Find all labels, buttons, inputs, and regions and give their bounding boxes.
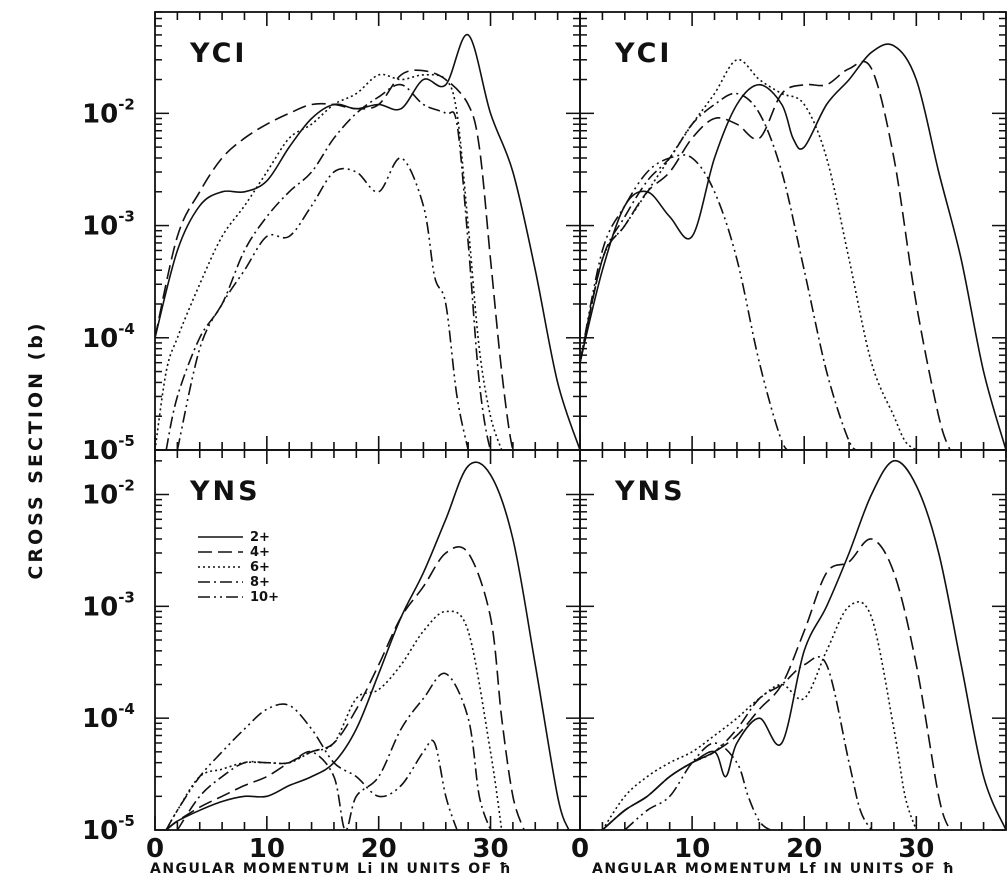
y-tick-label: 10-3: [82, 588, 135, 622]
series-line-4plus: [165, 546, 525, 830]
y-tick-label: 10-2: [82, 477, 135, 511]
series-line-4plus: [601, 538, 951, 830]
series-line-4plus: [155, 69, 514, 450]
y-tick-label: 10-4: [82, 700, 135, 734]
x-axis-title-left: ANGULAR MOMENTUM Li IN UNITS OF ħ: [150, 861, 512, 877]
panel-frame: [154, 449, 581, 831]
panel-3: YNS: [154, 449, 581, 831]
series-line-10plus: [624, 742, 793, 830]
series-line-2plus: [580, 43, 1006, 450]
y-tick-label: 10-2: [82, 95, 135, 129]
series-line-10plus: [580, 154, 794, 450]
series-line-6plus: [155, 73, 503, 450]
series-line-2plus: [155, 34, 580, 450]
panel-2: YCI: [579, 11, 1007, 451]
series-line-8plus: [580, 92, 861, 450]
panel-4: YNS: [579, 449, 1007, 831]
y-tick-label: 10-5: [82, 812, 135, 846]
legend-label: 8+: [250, 575, 270, 590]
panels: YCI YCI YNS YNS 2+4+6+8+10+: [154, 11, 1007, 831]
panel-frame: [579, 11, 1007, 451]
series-line-6plus: [601, 601, 918, 830]
y-axis-title: CROSS SECTION (b): [25, 320, 47, 579]
x-tick-label: 10: [674, 834, 710, 864]
series-line-10plus: [165, 703, 458, 830]
series-line-10plus: [176, 157, 469, 450]
y-tick-labels: 10-2 10-3 10-4 10-5 10-2 10-3 10-4 10-5: [82, 95, 135, 846]
series-line-8plus: [601, 655, 873, 830]
legend-label: 6+: [250, 560, 270, 575]
legend-label: 2+: [250, 530, 270, 545]
series-line-2plus: [601, 459, 1006, 830]
legend-label: 4+: [250, 545, 270, 560]
x-axis-title-right: ANGULAR MOMENTUM Lf IN UNITS OF ħ: [592, 861, 955, 877]
x-tick-labels: 0 10 20 30 0 10 20 30: [146, 834, 934, 864]
x-tick-label: 10: [249, 834, 285, 864]
y-tick-label: 10-5: [82, 432, 135, 466]
y-tick-label: 10-3: [82, 208, 135, 242]
legend: 2+4+6+8+10+: [198, 530, 279, 605]
panel-title: YCI: [189, 38, 247, 69]
series-line-8plus: [176, 672, 492, 830]
x-tick-label: 20: [361, 834, 397, 864]
panel-title: YNS: [614, 476, 686, 507]
y-tick-label: 10-4: [82, 320, 135, 354]
legend-label: 10+: [250, 590, 279, 605]
series-line-2plus: [165, 461, 570, 830]
series-line-4plus: [580, 60, 951, 450]
x-tick-label: 20: [786, 834, 822, 864]
series-line-6plus: [580, 58, 917, 450]
x-tick-label: 0: [571, 834, 589, 864]
panel-frame: [154, 11, 581, 451]
series-line-6plus: [165, 610, 503, 830]
x-tick-label: 30: [472, 834, 508, 864]
panel-1: YCI: [154, 11, 581, 451]
x-tick-label: 0: [146, 834, 164, 864]
series-line-8plus: [165, 83, 492, 450]
x-tick-label: 30: [898, 834, 934, 864]
panel-title: YCI: [614, 38, 672, 69]
panel-frame: [579, 449, 1007, 831]
panel-title: YNS: [189, 476, 261, 507]
